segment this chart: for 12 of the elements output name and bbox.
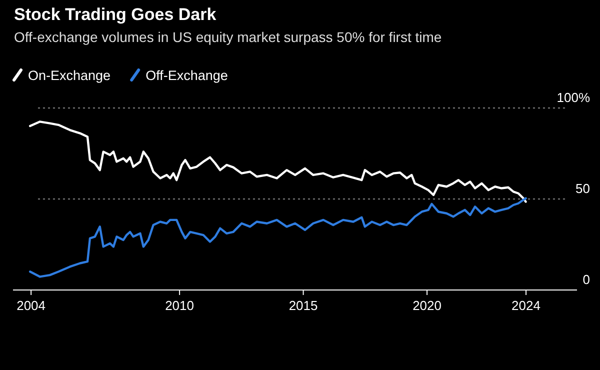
x-tick-label: 2020 bbox=[412, 298, 442, 313]
legend-label: Off-Exchange bbox=[146, 68, 228, 83]
y-tick-label: 0 bbox=[582, 272, 590, 287]
x-tick-label: 2010 bbox=[165, 298, 194, 313]
y-tick-label: 100% bbox=[556, 90, 590, 105]
y-tick-label: 50 bbox=[576, 181, 590, 196]
x-tick-label: 2024 bbox=[512, 298, 540, 313]
x-tick-label: 2015 bbox=[288, 298, 318, 313]
legend-label: On-Exchange bbox=[28, 68, 111, 83]
chart-title: Stock Trading Goes Dark bbox=[14, 5, 217, 24]
x-tick-label: 2004 bbox=[16, 298, 46, 313]
chart-subtitle: Off-exchange volumes in US equity market surpass 50% for first time bbox=[14, 29, 442, 45]
